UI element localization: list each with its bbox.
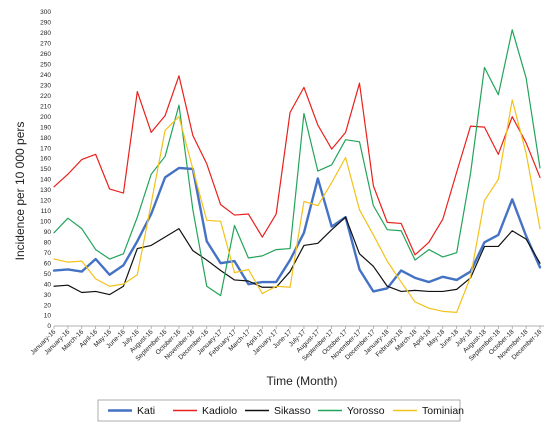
y-tick-label: 80 xyxy=(44,239,52,246)
legend-box xyxy=(97,399,461,422)
series-line-yorosso xyxy=(53,29,541,297)
y-tick-label: 190 xyxy=(40,124,51,131)
y-tick-label: 150 xyxy=(40,166,51,173)
y-tick-label: 290 xyxy=(40,20,51,27)
legend-label-sikasso: Sikasso xyxy=(274,405,311,417)
y-tick-label: 0 xyxy=(47,323,51,330)
y-tick-label: 180 xyxy=(40,135,51,142)
y-axis-ticks: 0 10 20 30 40 50 60 70 80 90 100 110 120 130 140 150 160… xyxy=(40,9,51,330)
y-tick-label: 250 xyxy=(40,62,51,69)
y-tick-label: 230 xyxy=(40,82,51,89)
y-tick-label: 60 xyxy=(44,260,52,267)
y-tick-label: 210 xyxy=(40,103,51,110)
x-axis-ticks: January-16January-16March-16April-16May-… xyxy=(29,326,544,363)
y-tick-label: 260 xyxy=(40,51,51,58)
y-tick-label: 120 xyxy=(40,198,51,205)
y-tick-label: 70 xyxy=(44,250,52,257)
y-tick-label: 30 xyxy=(44,292,52,299)
x-axis-title: Time (Month) xyxy=(267,374,338,388)
y-tick-label: 280 xyxy=(40,30,51,37)
legend-label-tominian: Tominian xyxy=(422,405,464,417)
y-tick-label: 90 xyxy=(44,229,52,236)
y-tick-label: 160 xyxy=(40,156,51,163)
series-line-sikasso xyxy=(53,216,541,296)
series-layer xyxy=(52,29,542,313)
y-axis-title: Incidence per 10 000 pers xyxy=(13,122,27,261)
y-tick-label: 300 xyxy=(40,9,51,16)
y-tick-label: 40 xyxy=(44,281,52,288)
legend-label-yorosso: Yorosso xyxy=(347,405,385,417)
legend: Kati Kadiolo Sikasso Yorosso Tominian xyxy=(97,399,464,422)
series-line-tominian xyxy=(53,99,541,313)
y-tick-label: 130 xyxy=(40,187,51,194)
y-tick-label: 200 xyxy=(40,114,51,121)
y-tick-label: 100 xyxy=(40,219,51,226)
series-line-kadiolo xyxy=(53,75,541,256)
y-tick-label: 270 xyxy=(40,41,51,48)
y-tick-label: 10 xyxy=(44,313,52,320)
y-tick-label: 220 xyxy=(40,93,51,100)
y-tick-label: 140 xyxy=(40,177,51,184)
y-tick-label: 170 xyxy=(40,145,51,152)
y-tick-label: 50 xyxy=(44,271,52,278)
y-tick-label: 110 xyxy=(41,208,52,215)
legend-label-kati: Kati xyxy=(137,405,155,417)
legend-label-kadiolo: Kadiolo xyxy=(202,405,237,417)
y-tick-label: 240 xyxy=(40,72,51,79)
y-tick-label: 20 xyxy=(44,302,52,309)
